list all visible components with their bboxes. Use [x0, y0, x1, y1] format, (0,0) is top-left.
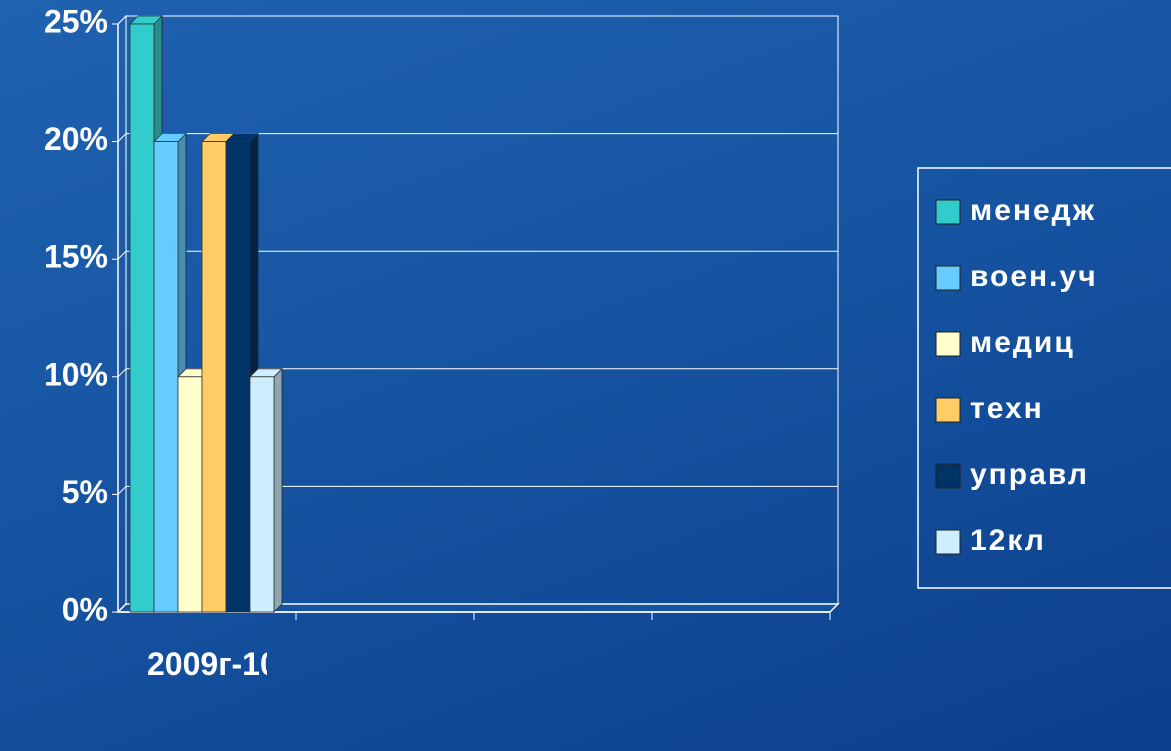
x-tick-label-box: [503, 642, 623, 751]
legend-box: [917, 167, 1171, 589]
bar-front: [177, 376, 203, 613]
y-tick-label: 5%: [62, 474, 108, 510]
legend-swatch: [935, 397, 961, 423]
x-tick-label-box: [325, 642, 445, 751]
bar-front: [249, 376, 275, 613]
grid-line: [117, 485, 838, 495]
bar-front: [129, 23, 155, 613]
legend-label: управл: [970, 458, 1089, 491]
bar-front: [225, 141, 251, 613]
x-tick-label-box: 2009г-10г: [147, 646, 267, 682]
y-tick-label: 25%: [44, 3, 108, 39]
side-wall: [117, 14, 127, 614]
legend-swatch: [935, 265, 961, 291]
bar-side: [273, 367, 283, 613]
legend-label: 12кл: [970, 524, 1046, 557]
legend-label: медиц: [970, 326, 1075, 359]
legend-swatch: [935, 529, 961, 555]
grid-line: [117, 15, 838, 25]
grid-line: [117, 133, 838, 142]
legend-label: техн: [970, 392, 1044, 425]
grid-line: [117, 368, 838, 378]
y-tick-label: 0%: [62, 591, 108, 627]
legend-swatch: [935, 331, 961, 357]
y-tick-label: 15%: [44, 239, 108, 275]
grid-line: [117, 250, 838, 260]
bar-front: [153, 141, 179, 613]
legend-label: воен.уч: [970, 260, 1098, 293]
x-tick-label-box: [681, 642, 801, 751]
legend-label: менедж: [970, 194, 1096, 227]
bar: [249, 367, 283, 613]
bar-front: [201, 141, 227, 613]
grid-line: [117, 603, 838, 613]
legend-swatch: [935, 199, 961, 225]
legend-swatch: [935, 463, 961, 489]
x-tick-label: 2009г-10г: [147, 646, 267, 682]
y-tick-label: 20%: [44, 121, 108, 157]
y-tick-label: 10%: [44, 356, 108, 392]
